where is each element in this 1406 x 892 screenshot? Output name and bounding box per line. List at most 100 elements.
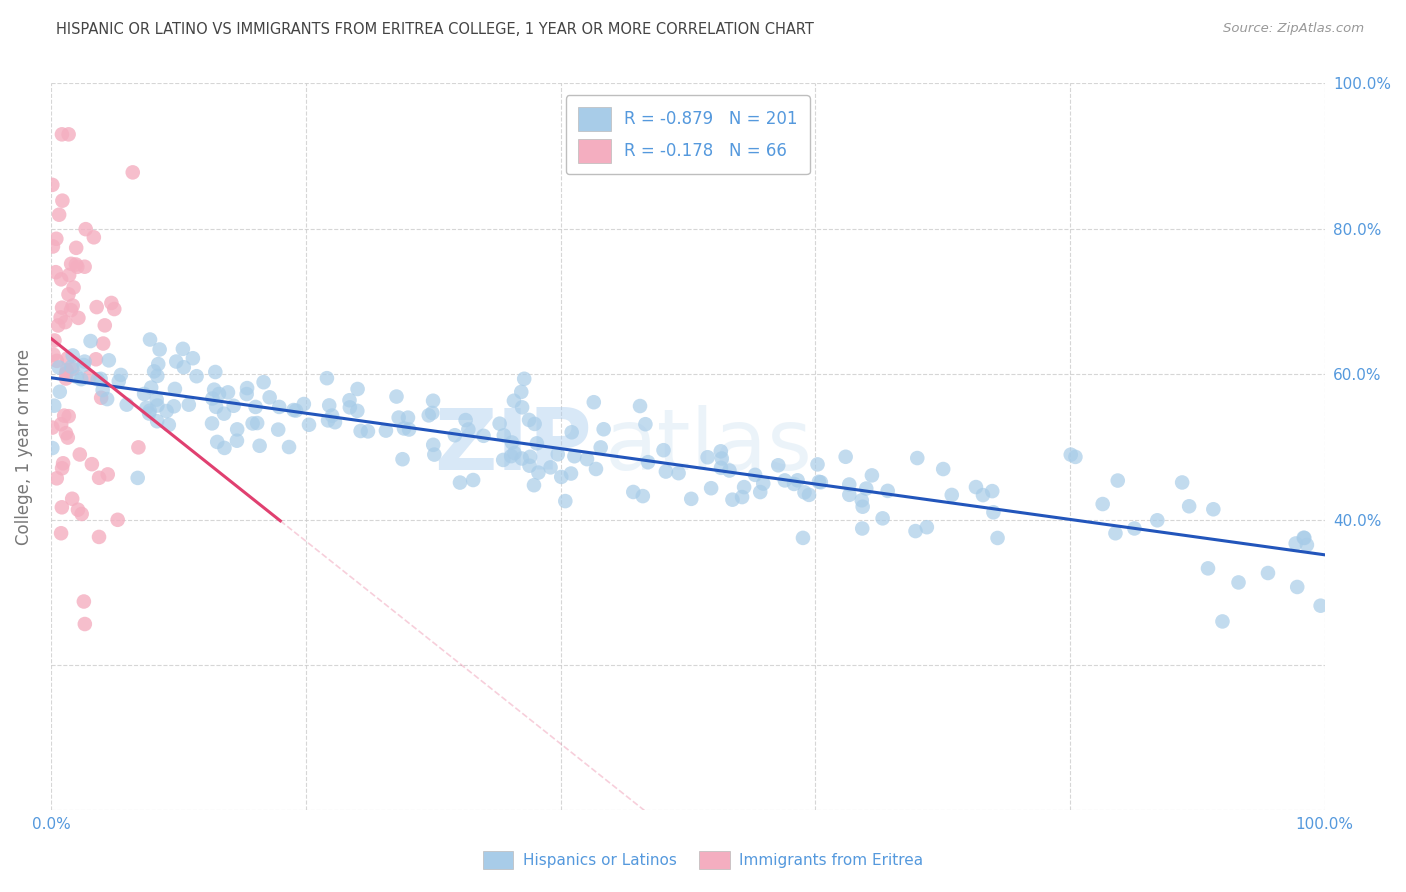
Point xyxy=(146,414,169,428)
Point xyxy=(60,359,83,374)
Point xyxy=(457,422,479,436)
Point xyxy=(97,467,120,482)
Point xyxy=(1202,502,1225,516)
Point xyxy=(65,258,87,272)
Point xyxy=(582,395,605,409)
Point xyxy=(472,429,495,443)
Point xyxy=(786,473,808,487)
Point xyxy=(62,299,84,313)
Point xyxy=(70,507,93,521)
Text: atlas: atlas xyxy=(605,406,813,489)
Point xyxy=(797,488,820,502)
Point xyxy=(249,439,271,453)
Point xyxy=(1294,531,1316,545)
Point xyxy=(66,260,89,274)
Point xyxy=(62,280,84,294)
Point xyxy=(87,530,110,544)
Point xyxy=(318,398,340,412)
Point xyxy=(51,500,73,515)
Point xyxy=(79,334,101,348)
Point xyxy=(226,434,249,448)
Point xyxy=(634,417,657,432)
Point xyxy=(55,426,77,441)
Point xyxy=(398,423,420,437)
Point xyxy=(696,450,718,465)
Point xyxy=(783,477,806,491)
Point xyxy=(374,424,396,438)
Point xyxy=(316,371,339,385)
Point xyxy=(45,265,67,279)
Point xyxy=(100,296,122,310)
Point xyxy=(501,449,523,463)
Point xyxy=(1146,513,1168,527)
Point xyxy=(346,382,368,396)
Point xyxy=(121,165,143,179)
Point xyxy=(501,435,523,450)
Point xyxy=(932,462,955,476)
Point xyxy=(51,417,73,432)
Point xyxy=(423,448,446,462)
Point xyxy=(65,241,87,255)
Point xyxy=(652,443,675,458)
Point xyxy=(283,403,305,417)
Point xyxy=(96,392,118,406)
Point xyxy=(172,342,194,356)
Point xyxy=(127,441,149,455)
Point xyxy=(422,393,444,408)
Point xyxy=(905,451,928,466)
Point xyxy=(392,421,415,435)
Point xyxy=(503,393,526,408)
Point xyxy=(752,476,775,491)
Point xyxy=(110,368,132,382)
Point xyxy=(904,524,927,538)
Point xyxy=(510,451,533,466)
Point xyxy=(513,372,536,386)
Point xyxy=(585,462,607,476)
Point xyxy=(212,407,235,421)
Point xyxy=(127,471,149,485)
Legend: R = -0.879   N = 201, R = -0.178   N = 66: R = -0.879 N = 201, R = -0.178 N = 66 xyxy=(567,95,810,174)
Point xyxy=(49,384,72,399)
Point xyxy=(463,473,485,487)
Point xyxy=(51,194,73,208)
Point xyxy=(90,372,112,386)
Point xyxy=(149,343,172,357)
Point xyxy=(67,310,90,325)
Point xyxy=(710,444,733,458)
Point xyxy=(773,474,796,488)
Point xyxy=(349,424,371,438)
Point xyxy=(744,467,766,482)
Point xyxy=(58,128,80,142)
Point xyxy=(527,466,550,480)
Point xyxy=(41,178,63,192)
Point xyxy=(90,391,112,405)
Point xyxy=(245,400,267,414)
Point xyxy=(173,360,195,375)
Point xyxy=(214,441,236,455)
Point xyxy=(357,425,380,439)
Point xyxy=(139,333,162,347)
Point xyxy=(418,409,440,423)
Point xyxy=(668,466,690,480)
Point xyxy=(872,511,894,525)
Y-axis label: College, 1 year or more: College, 1 year or more xyxy=(15,349,32,545)
Point xyxy=(53,409,76,423)
Point xyxy=(73,617,96,632)
Point xyxy=(181,351,204,366)
Point xyxy=(58,287,80,301)
Point xyxy=(60,491,83,506)
Point xyxy=(56,363,79,377)
Point xyxy=(165,354,187,368)
Point xyxy=(876,483,898,498)
Point xyxy=(1064,450,1087,464)
Point xyxy=(79,369,101,384)
Point xyxy=(138,403,160,417)
Point xyxy=(681,491,703,506)
Point xyxy=(45,232,67,246)
Point xyxy=(547,447,569,461)
Point xyxy=(58,268,80,282)
Point xyxy=(1211,615,1233,629)
Point xyxy=(201,417,224,431)
Point xyxy=(503,446,526,460)
Point xyxy=(84,352,107,367)
